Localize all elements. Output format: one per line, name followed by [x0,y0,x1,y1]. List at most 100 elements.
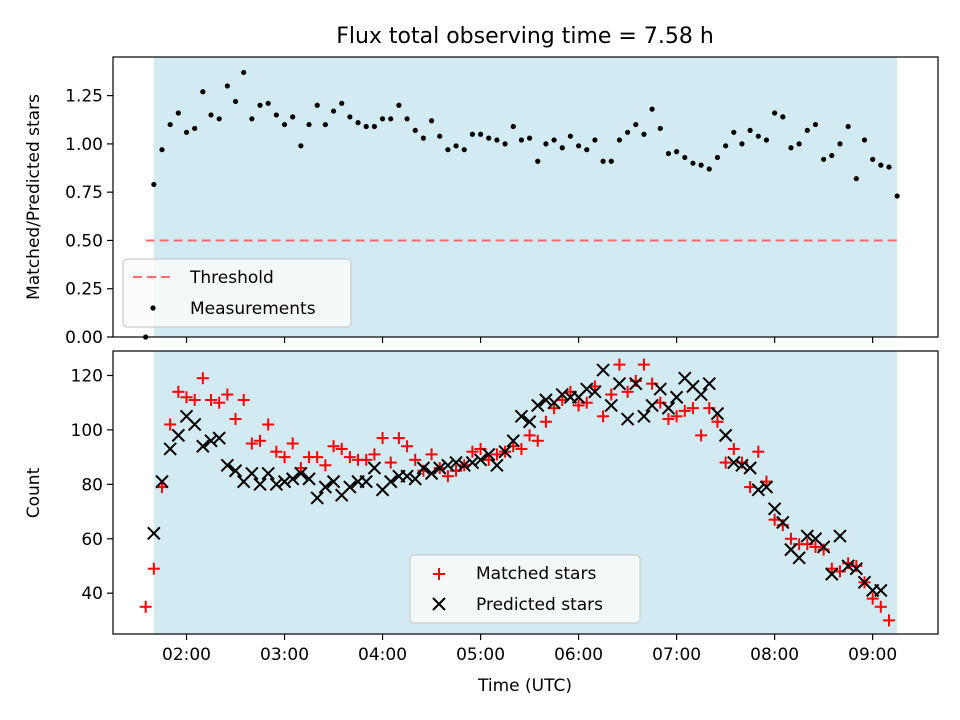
predicted-star-stroke-b [816,540,831,554]
predicted-star-stroke-b [465,455,480,470]
predicted-star-point [735,458,749,472]
matched-star-point [180,391,193,404]
measurement-point [551,137,557,143]
matched-star-point [147,562,160,575]
matched-star-point [752,445,765,458]
predicted-star-point [482,447,496,462]
predicted-star-point [416,461,431,475]
predicted-star-point [212,431,226,445]
measurement-point [477,131,484,137]
measurement-point [404,116,410,122]
matched-star-point [572,399,585,412]
predicted-star-stroke-b [833,529,847,543]
predicted-star-stroke-b [416,461,431,475]
top-y-axis-label: Matched/Predicted stars [24,94,44,300]
predicted-star-stroke-b [759,480,774,494]
measurement-point [494,137,500,143]
chart-title: Flux total observing time = 7.58 h [336,24,714,49]
measurement-point [371,123,377,130]
matched-star-point [409,453,422,466]
predicted-star-stroke-b [825,567,839,581]
top-y-tick-label: 1.00 [65,135,103,155]
predicted-star-point [833,529,847,543]
matched-star-point [588,380,601,393]
predicted-star-point [776,515,790,530]
bottom-x-tick-label: 08:00 [750,645,799,665]
predicted-star-stroke-b [498,444,512,459]
matched-star-point [237,393,250,406]
matched-star-point [401,440,414,453]
measurement-point [731,129,737,135]
predicted-star-point [522,415,537,429]
predicted-star-stroke-b [506,434,520,448]
measurement-point [625,129,631,135]
measurement-point [690,160,696,166]
predicted-star-point [465,455,480,470]
bottom-plot-frame [112,350,939,635]
matched-star-point [286,437,299,450]
measurement-point [698,162,704,168]
predicted-star-stroke-b [808,532,823,546]
predicted-star-point [792,551,806,565]
predicted-star-point [751,483,766,497]
predicted-star-point [531,398,545,413]
predicted-star-stroke-b [588,385,602,399]
measurement-point [363,123,369,130]
measurement-point [804,127,810,133]
predicted-star-stroke-b [784,542,798,557]
predicted-star-point [825,567,839,581]
matched-star-point [760,475,773,488]
bottom-x-tick-label: 03:00 [260,645,309,665]
measurement-point [265,100,271,106]
predicted-star-stroke-b [245,466,259,481]
predicted-star-stroke-b [171,428,186,443]
predicted-star-point [433,461,447,475]
predicted-star-point [702,376,716,391]
measurement-point [821,156,827,162]
measurement-point [886,164,892,170]
predicted-star-stroke-b [653,382,667,396]
matched-star-point [319,459,332,472]
matched-star-point [768,513,781,526]
matched-star-point [254,434,267,447]
predicted-star-point [367,461,382,475]
matched-star-point [662,413,675,426]
predicted-star-point [277,474,292,489]
predicted-star-stroke-b [531,398,545,413]
bottom-legend-box [409,554,641,624]
matched-star-point [294,462,307,475]
matched-star-point [205,393,218,406]
measurement-point [273,112,279,118]
measurement-point [461,147,467,153]
matched-star-point [139,600,152,613]
measurement-point [208,112,214,118]
matched-star-point [719,456,732,469]
measurement-points [143,69,900,340]
predicted-star-point [424,466,439,481]
measurement-point [322,121,328,128]
predicted-star-stroke-b [343,480,357,494]
measurement-point [428,118,435,124]
predicted-star-point [473,453,488,467]
measurement-point [518,137,525,143]
legend-matched-label: Matched stars [476,564,596,584]
bottom-x-tick-label: 02:00 [162,645,211,665]
predicted-star-stroke-b [580,382,594,396]
matched-star-point [172,385,185,398]
measurement-point [183,129,190,135]
predicted-star-point [261,466,275,481]
matched-star-point [270,445,283,458]
predicted-star-point [759,480,774,494]
measurement-point [633,121,639,128]
predicted-star-point [727,455,741,470]
bottom-y-tick-label: 100 [71,421,103,441]
predicted-star-stroke-b [441,458,455,472]
matched-star-point [809,540,822,553]
matched-star-point [221,388,234,401]
measurement-point [616,137,623,143]
measurement-point [649,106,655,112]
matched-star-point [229,413,242,426]
top-legend-box [122,258,352,328]
predicted-star-point [620,412,635,426]
matched-star-point [425,448,438,461]
